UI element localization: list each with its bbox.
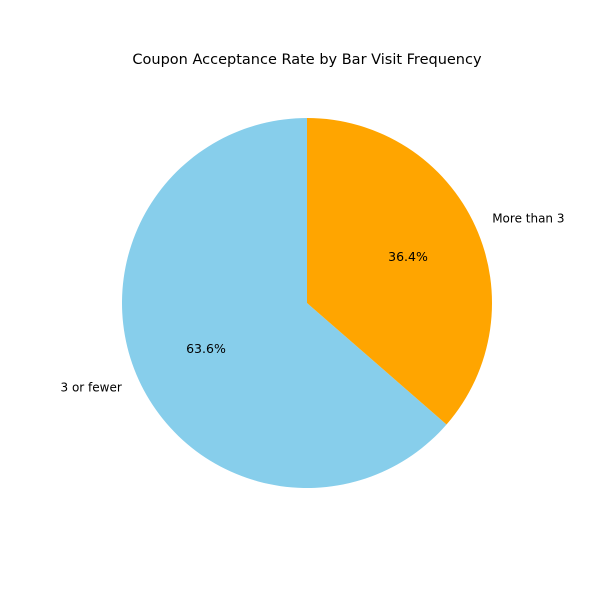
slice-pct-label-1: 36.4% [388,249,428,264]
pie-labels: 3 or fewer 63.6% More than 3 36.4% [61,212,565,395]
slice-label-0: 3 or fewer [61,380,122,394]
chart-title: Coupon Acceptance Rate by Bar Visit Freq… [132,52,482,68]
slice-label-1: More than 3 [492,212,564,226]
pie-slices [121,118,492,488]
slice-pct-label-0: 63.6% [186,341,226,356]
pie-slice-1 [307,118,492,425]
pie-slice-0 [121,118,447,488]
